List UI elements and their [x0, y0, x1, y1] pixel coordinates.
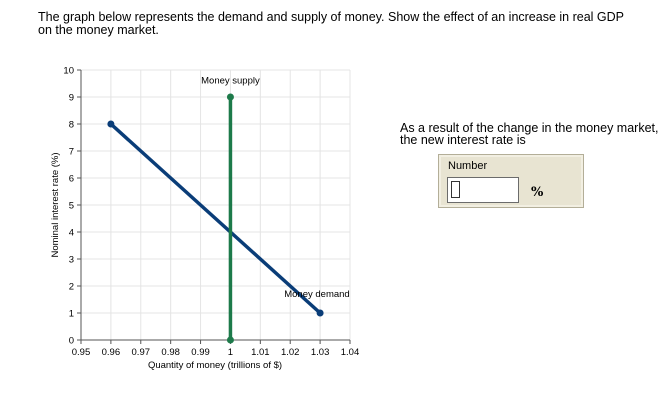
x-tick-label: 0.99 — [191, 347, 210, 358]
x-tick-label: 1.01 — [251, 347, 270, 358]
x-tick-label: 0.95 — [72, 347, 91, 358]
series-annotation: Money demand — [284, 289, 349, 300]
x-tick-label: 0.97 — [132, 347, 151, 358]
y-tick-label: 3 — [69, 255, 74, 266]
x-tick-label: 1.04 — [341, 347, 360, 358]
chart-labels: 0 1 2 3 4 5 6 7 8 9 10 0.95 0.96 0.97 0.98 0.99 1 1.01 1.0… — [63, 66, 359, 359]
y-tick-label: 6 — [69, 174, 74, 185]
x-tick-label: 0.98 — [161, 347, 180, 358]
x-tick-label: 1.02 — [281, 347, 300, 358]
answer-box: Number % — [438, 154, 584, 208]
chart-series — [107, 93, 324, 344]
percent-unit: % — [531, 185, 544, 200]
x-tick-label: 1 — [228, 347, 233, 358]
y-tick-label: 8 — [69, 120, 74, 131]
y-axis-label: Nominal interest rate (%) — [50, 152, 61, 257]
x-tick-label: 1.03 — [311, 347, 330, 358]
money-demand-curve[interactable] — [109, 122, 322, 315]
money-demand-point[interactable] — [107, 120, 115, 128]
money-supply-point[interactable] — [226, 93, 234, 101]
chart-axes — [77, 69, 351, 344]
x-axis-label: Quantity of money (trillions of $) — [148, 360, 282, 371]
question-text: The graph below represents the demand an… — [38, 10, 624, 37]
y-tick-label: 2 — [69, 282, 74, 293]
y-tick-label: 0 — [69, 336, 74, 347]
y-tick-label: 5 — [69, 201, 74, 212]
y-tick-label: 10 — [63, 66, 74, 77]
y-tick-label: 9 — [69, 93, 74, 104]
series-annotation: Money supply — [201, 76, 260, 87]
y-tick-label: 4 — [69, 228, 74, 239]
y-tick-label: 7 — [69, 147, 74, 158]
answer-prompt: As a result of the change in the money m… — [400, 121, 659, 147]
money-supply-point[interactable] — [226, 336, 234, 344]
money-demand-point[interactable] — [316, 309, 324, 317]
y-tick-label: 1 — [69, 309, 74, 320]
x-tick-label: 0.96 — [102, 347, 121, 358]
interest-rate-input[interactable] — [447, 177, 519, 203]
answer-label: Number — [448, 160, 488, 172]
